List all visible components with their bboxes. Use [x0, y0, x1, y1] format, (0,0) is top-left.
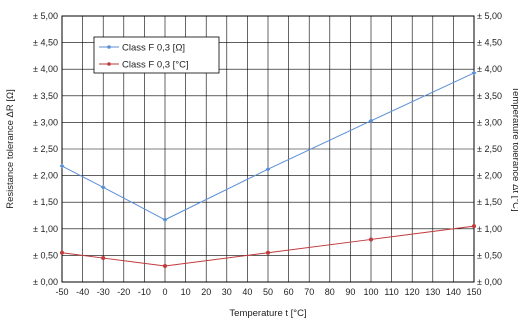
y-axis-right-label: Temperature tolerance Δt [°C]: [510, 86, 518, 211]
series-2-point: [163, 264, 167, 269]
y-tick-label-right: ± 4,00: [477, 64, 502, 74]
y-tick-label-right: ± 0,50: [477, 250, 502, 260]
x-tick-label: 110: [384, 287, 398, 297]
x-axis-label: Temperature t [°C]: [229, 308, 306, 319]
series-2-point: [60, 250, 64, 255]
y-tick-label-left: ± 1,50: [33, 197, 58, 207]
legend-marker-series-1: [107, 45, 111, 49]
legend-label-series-1: Class F 0,3 [Ω]: [122, 43, 185, 54]
y-tick-label-left: ± 0,50: [33, 250, 58, 260]
series-1-point: [162, 217, 168, 223]
series-1-point: [100, 184, 106, 190]
y-tick-label-left: ± 2,50: [33, 144, 58, 154]
legend-label-series-2: Class F 0,3 [°C]: [122, 60, 189, 71]
series-line-2: [61, 225, 475, 267]
x-tick-label: 30: [222, 287, 232, 297]
series-2-point: [472, 224, 476, 229]
series-line-1: [61, 72, 475, 221]
y-tick-label-left: ± 1,00: [33, 224, 58, 234]
y-tick-label-right: ± 2,00: [477, 171, 502, 181]
y-tick-label-left: ± 4,50: [33, 38, 58, 48]
series-1-point: [471, 70, 477, 76]
y-tick-label-left: ± 4,00: [33, 64, 58, 74]
x-tick-label: 50: [263, 287, 273, 297]
y-tick-label-right: ± 5,00: [477, 11, 502, 21]
y-tick-label-left: ± 3,00: [33, 117, 58, 127]
y-axis-label: Resistance tolerance ΔR [Ω]: [5, 89, 16, 209]
y-tick-label-right: ± 3,50: [477, 91, 502, 101]
y-tick-label-right: ± 0,00: [477, 277, 502, 287]
x-tick-label: 90: [345, 287, 355, 297]
series-2-point: [266, 250, 270, 255]
x-tick-label: 150: [466, 287, 481, 297]
series-1-point: [265, 166, 271, 172]
y-tick-label-left: ± 0,00: [33, 277, 58, 287]
y-tick-label-right: ± 2,50: [477, 144, 502, 154]
x-tick-label: 80: [325, 287, 335, 297]
y-axis-right-ticks: ± 0,00 ± 0,50 ± 1,00 ± 1,50 ± 2,00 ± 2,50 ± 3,…: [477, 11, 502, 287]
x-tick-label: -40: [76, 287, 89, 297]
y-tick-label-left: ± 3,50: [33, 91, 58, 101]
x-tick-label: 100: [363, 287, 378, 297]
x-tick-label: 20: [201, 287, 211, 297]
y-tick-label-right: ± 4,50: [477, 38, 502, 48]
y-tick-label-right: ± 3,00: [477, 117, 502, 127]
series-2-point: [101, 256, 106, 261]
x-tick-label: 120: [405, 287, 420, 297]
x-tick-label: 40: [242, 287, 252, 297]
x-tick-label: 140: [446, 287, 461, 297]
series-1-point: [368, 118, 374, 124]
y-tick-label-right: ± 1,50: [477, 197, 502, 207]
series-1-point: [59, 163, 65, 169]
legend-box: [93, 36, 220, 74]
y-tick-label-right: ± 1,00: [477, 224, 502, 234]
legend-marker-series-2: [107, 62, 111, 66]
x-tick-label: -20: [117, 287, 130, 297]
x-tick-label: 10: [181, 287, 191, 297]
x-tick-label: -30: [97, 287, 110, 297]
x-tick-label: 130: [425, 287, 440, 297]
series-2-point: [369, 237, 373, 242]
x-tick-label: -10: [138, 287, 151, 297]
y-tick-label-left: ± 2,00: [33, 171, 58, 181]
x-axis-ticks: -50 -40 -30 -20 -10 0 10 20 30 40 50 60 70 80 90 100 110…: [55, 287, 481, 297]
legend: Class F 0,3 [Ω] Class F 0,3 [°C]: [93, 36, 220, 74]
series-group: [59, 70, 477, 269]
x-tick-label: -50: [55, 287, 68, 297]
y-axis-left-ticks: ± 0,00 ± 0,50 ± 1,00 ± 1,50 ± 2,00 ± 2,50 ± 3,…: [33, 11, 58, 287]
y-tick-label-left: ± 5,00: [33, 11, 58, 21]
x-tick-label: 70: [304, 287, 314, 297]
x-tick-label: 0: [162, 287, 167, 297]
x-tick-label: 60: [284, 287, 294, 297]
